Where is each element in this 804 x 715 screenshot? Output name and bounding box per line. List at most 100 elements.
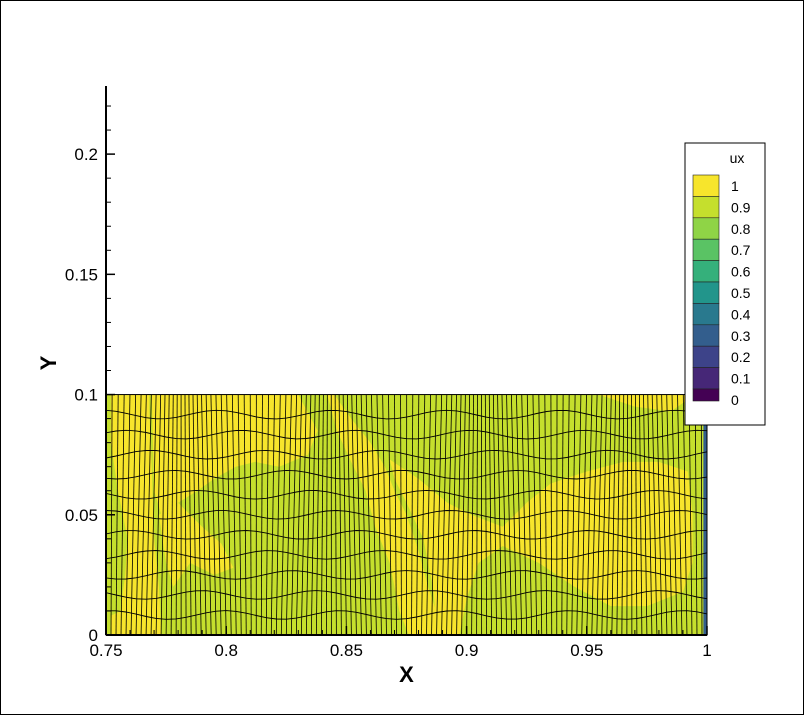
mesh-line-vertical bbox=[342, 394, 347, 635]
x-tick-label: 1 bbox=[702, 641, 711, 660]
x-tick-label: 0.75 bbox=[89, 641, 122, 660]
mesh-line-vertical bbox=[201, 394, 207, 635]
mesh-line-vertical bbox=[290, 394, 297, 635]
legend-swatch bbox=[692, 303, 720, 326]
mesh-line-vertical bbox=[243, 394, 247, 635]
mesh-line-vertical bbox=[184, 394, 187, 635]
mesh-line-vertical bbox=[145, 394, 152, 635]
mesh-line-vertical bbox=[135, 394, 142, 635]
mesh-line-vertical bbox=[616, 394, 621, 635]
mesh-line-vertical bbox=[120, 394, 125, 635]
mesh-line-vertical bbox=[606, 394, 612, 635]
mesh-line-vertical bbox=[635, 394, 638, 635]
mesh-line-vertical bbox=[346, 394, 352, 635]
legend-label: 0.6 bbox=[731, 264, 751, 280]
mesh-line-vertical bbox=[451, 394, 457, 635]
axes: 0.75 0.8 0.85 0.9 0.95 1 0 0.05 0.1 0.15 0.2 bbox=[65, 86, 712, 660]
mesh-line-vertical bbox=[411, 394, 414, 635]
mesh-line-vertical bbox=[544, 394, 548, 635]
legend-label: 0.7 bbox=[731, 242, 751, 258]
legend-swatch bbox=[692, 260, 720, 283]
mesh-line-vertical bbox=[130, 394, 137, 635]
mesh-line-vertical bbox=[436, 394, 443, 635]
mesh-line-vertical bbox=[576, 394, 582, 635]
mesh-line-vertical bbox=[295, 394, 302, 635]
mesh-line-vertical bbox=[315, 394, 320, 635]
mesh-line-vertical bbox=[305, 394, 312, 635]
mesh-line-vertical bbox=[671, 394, 678, 635]
mesh-line-vertical bbox=[205, 394, 212, 635]
legend-label: 0.4 bbox=[731, 306, 751, 322]
mesh-line-vertical bbox=[647, 394, 653, 635]
legend-label: 0.1 bbox=[731, 371, 751, 387]
mesh-line-vertical bbox=[165, 394, 170, 635]
mesh-line-vertical bbox=[538, 394, 543, 635]
mesh-line-vertical bbox=[601, 394, 608, 635]
mesh-line-vertical bbox=[231, 394, 237, 635]
mesh-line-vertical bbox=[115, 394, 119, 635]
mesh-line-vertical bbox=[371, 394, 377, 635]
legend-label: 0 bbox=[731, 392, 739, 408]
x-tick-label: 0.8 bbox=[214, 641, 238, 660]
mesh-line-vertical bbox=[215, 394, 222, 635]
mesh-line-vertical bbox=[677, 394, 683, 635]
mesh-line-vertical bbox=[394, 394, 397, 635]
legend-label: 0.2 bbox=[731, 349, 751, 365]
legend-label: 0.3 bbox=[731, 328, 751, 344]
mesh-line-vertical bbox=[188, 394, 192, 635]
mesh-line-vertical bbox=[382, 394, 387, 635]
ux-region-low bbox=[703, 394, 707, 635]
mesh-line-vertical bbox=[651, 394, 658, 635]
mesh-line-vertical bbox=[360, 394, 367, 635]
legend-swatch bbox=[692, 238, 720, 261]
mesh-line-vertical bbox=[421, 394, 426, 635]
y-tick-label: 0.1 bbox=[74, 386, 98, 405]
mesh-line-vertical bbox=[476, 394, 478, 635]
mesh-line-vertical bbox=[260, 394, 263, 635]
mesh-line-vertical bbox=[621, 394, 625, 635]
mesh-line-vertical bbox=[561, 394, 564, 635]
y-tick-label: 0.2 bbox=[74, 145, 98, 164]
mesh-line-vertical bbox=[285, 394, 292, 635]
legend-swatch bbox=[692, 388, 720, 402]
mesh-line-vertical bbox=[611, 394, 616, 635]
mesh-line-vertical bbox=[666, 394, 673, 635]
mesh-line-vertical bbox=[461, 394, 466, 635]
mesh-line-vertical bbox=[516, 394, 523, 635]
mesh-line-vertical bbox=[175, 394, 178, 635]
mesh-line-vertical bbox=[275, 394, 281, 635]
mesh-line-vertical bbox=[320, 394, 324, 635]
mesh-line-vertical bbox=[325, 394, 328, 635]
mesh-line-vertical bbox=[265, 394, 269, 635]
mesh-line-vertical bbox=[140, 394, 147, 635]
mesh-line-vertical bbox=[526, 394, 533, 635]
legend-swatch bbox=[692, 174, 720, 197]
mesh-line-vertical bbox=[210, 394, 217, 635]
mesh-line-vertical bbox=[355, 394, 362, 635]
legend-swatch bbox=[692, 217, 720, 240]
mesh-line-vertical bbox=[466, 394, 470, 635]
x-tick-label: 0.85 bbox=[330, 641, 363, 660]
mesh-line-vertical bbox=[596, 394, 603, 635]
legend-swatch bbox=[692, 367, 720, 390]
legend-label: 0.8 bbox=[731, 221, 751, 237]
mesh-line-vertical bbox=[280, 394, 287, 635]
mesh-line-vertical bbox=[338, 394, 342, 635]
mesh-line-vertical bbox=[626, 394, 629, 635]
mesh-line-vertical bbox=[192, 394, 197, 635]
mesh-line-vertical bbox=[150, 394, 157, 635]
mesh-line-vertical bbox=[484, 394, 488, 635]
y-tick-label: 0.15 bbox=[65, 265, 98, 284]
mesh-line-vertical bbox=[571, 394, 576, 635]
mesh-line-vertical bbox=[643, 394, 648, 635]
y-tick-label: 0.05 bbox=[65, 506, 98, 525]
mesh-line-vertical bbox=[249, 394, 252, 635]
mesh-line-vertical bbox=[550, 394, 553, 635]
mesh-line-vertical bbox=[376, 394, 382, 635]
legend-swatch bbox=[692, 196, 720, 219]
mesh-line-vertical bbox=[416, 394, 420, 635]
mesh-line-vertical bbox=[581, 394, 587, 635]
mesh-line-vertical bbox=[300, 394, 307, 635]
mesh-line-vertical bbox=[310, 394, 316, 635]
x-tick-label: 0.95 bbox=[570, 641, 603, 660]
